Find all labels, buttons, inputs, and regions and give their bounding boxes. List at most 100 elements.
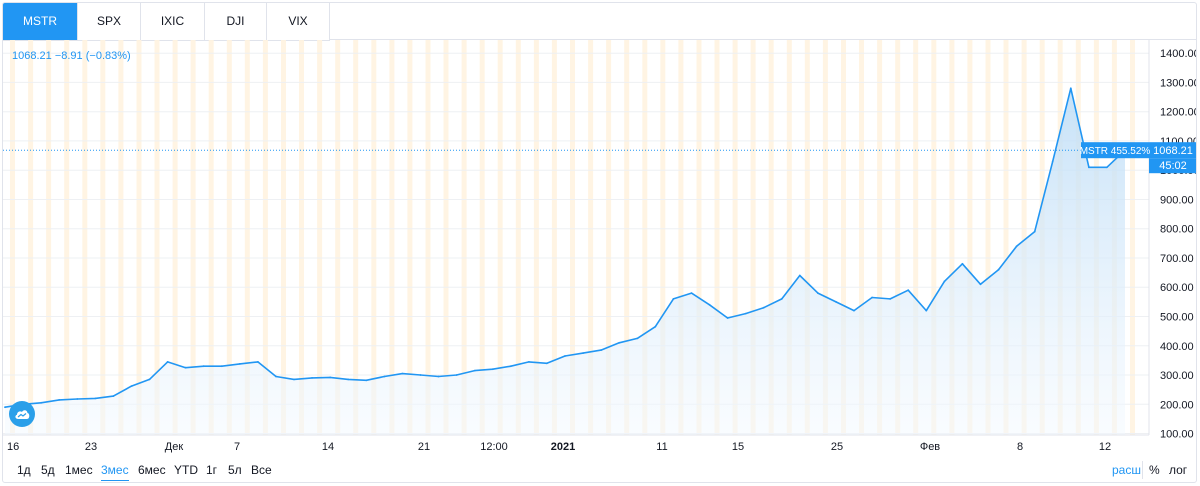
series-tag <box>1081 142 1149 159</box>
session-band <box>570 40 575 435</box>
session-band <box>515 40 521 435</box>
x-tick-label: 23 <box>85 441 97 453</box>
price-chart[interactable]: 1400.001300.001200.001100.001000.00900.0… <box>3 40 1197 455</box>
range-ytd[interactable]: YTD <box>174 463 198 477</box>
range-5d[interactable]: 5д <box>41 463 55 477</box>
price-point <box>76 398 79 400</box>
last-price-label: 1068.21 <box>1153 145 1193 157</box>
range-1y[interactable]: 1г <box>206 463 218 477</box>
session-band <box>678 40 684 435</box>
percent-scale-toggle[interactable]: % <box>1149 463 1160 477</box>
tabs-divider <box>330 39 1196 40</box>
price-point <box>455 374 458 376</box>
bottom-toolbar: 1д 5д 1мес 3мес 6мес YTD 1г 5л Все расш … <box>3 455 1196 482</box>
session-band <box>64 40 70 435</box>
x-axis: 16 23 Дек 7 14 21 12:00 2021 11 15 25 Фев 8 12 <box>7 441 1111 453</box>
price-point <box>889 298 892 300</box>
session-band <box>100 40 106 435</box>
session-band <box>479 40 485 435</box>
session-band <box>985 40 991 435</box>
price-point <box>636 337 639 340</box>
session-band <box>768 40 774 435</box>
price-legend: 1068.21 −8.91 (−0.83%) <box>12 50 131 62</box>
legend-change-pct: (−0.83%) <box>85 50 131 62</box>
session-band <box>461 40 467 435</box>
price-point <box>238 363 241 365</box>
countdown-tag <box>1149 158 1196 174</box>
tradingview-cloud-icon[interactable] <box>9 401 35 427</box>
tab-mstr[interactable]: MSTR <box>3 3 78 40</box>
session-band <box>335 40 341 435</box>
range-1d[interactable]: 1д <box>17 463 31 477</box>
tab-vix[interactable]: VIX <box>267 3 330 40</box>
session-band <box>407 40 413 435</box>
session-band <box>262 40 268 435</box>
price-point <box>184 366 187 369</box>
price-point <box>961 262 964 265</box>
tab-spx[interactable]: SPX <box>78 3 141 40</box>
range-1m[interactable]: 1мес <box>65 463 93 477</box>
session-band <box>1021 40 1027 435</box>
x-tick-label: 14 <box>322 441 334 453</box>
session-band <box>443 40 449 435</box>
price-point <box>94 397 97 400</box>
price-point <box>4 406 6 409</box>
y-tick-label: 1200.00 <box>1160 107 1197 119</box>
price-point <box>835 301 837 303</box>
price-point <box>148 378 151 381</box>
last-price-tag <box>1149 142 1196 159</box>
session-band <box>588 40 594 435</box>
session-band <box>226 40 232 435</box>
price-point <box>690 292 693 294</box>
price-point <box>112 395 115 397</box>
symbol-tabs: MSTR SPX IXIC DJI VIX <box>3 3 330 41</box>
range-5y[interactable]: 5л <box>228 463 242 477</box>
extended-hours-toggle[interactable]: расш <box>1112 463 1141 477</box>
session-band <box>1003 40 1009 435</box>
y-tick-label: 300.00 <box>1160 370 1194 382</box>
session-band <box>750 40 756 435</box>
x-tick-label: 15 <box>732 441 744 453</box>
price-point <box>600 349 602 351</box>
x-tick-label: 16 <box>7 441 19 453</box>
session-band <box>154 40 160 435</box>
session-band <box>497 40 503 435</box>
session-band <box>967 40 973 435</box>
session-band <box>859 40 864 435</box>
session-band <box>46 40 52 435</box>
price-point <box>40 401 42 404</box>
log-scale-toggle[interactable]: лог <box>1169 463 1188 477</box>
price-point <box>762 306 765 309</box>
session-band <box>136 40 142 435</box>
price-point <box>293 378 295 381</box>
y-tick-label: 600.00 <box>1160 282 1194 294</box>
price-point <box>491 368 494 371</box>
session-band <box>353 40 359 435</box>
session-band <box>696 40 702 435</box>
price-point <box>257 361 259 363</box>
session-band <box>660 40 666 435</box>
tab-ixic[interactable]: IXIC <box>141 3 205 40</box>
session-band <box>804 40 810 435</box>
price-point <box>871 296 873 299</box>
y-tick-label: 900.00 <box>1160 195 1194 207</box>
x-tick-label: 25 <box>831 441 843 453</box>
range-6m[interactable]: 6мес <box>138 463 166 477</box>
x-tick-label: 8 <box>1017 441 1023 453</box>
tab-dji[interactable]: DJI <box>205 3 267 40</box>
session-band <box>317 40 323 435</box>
price-point <box>383 375 386 378</box>
price-point <box>1033 230 1036 233</box>
legend-change: −8.91 <box>54 50 83 62</box>
x-tick-label: 12 <box>1099 441 1111 453</box>
price-point <box>1069 87 1072 90</box>
range-all[interactable]: Все <box>251 463 272 477</box>
price-point <box>130 385 133 387</box>
price-point <box>943 280 946 283</box>
price-point <box>473 369 476 372</box>
toolbar-divider <box>1142 461 1143 479</box>
range-3m[interactable]: 3мес <box>101 463 129 481</box>
session-band <box>208 40 214 435</box>
session-band <box>551 40 557 435</box>
